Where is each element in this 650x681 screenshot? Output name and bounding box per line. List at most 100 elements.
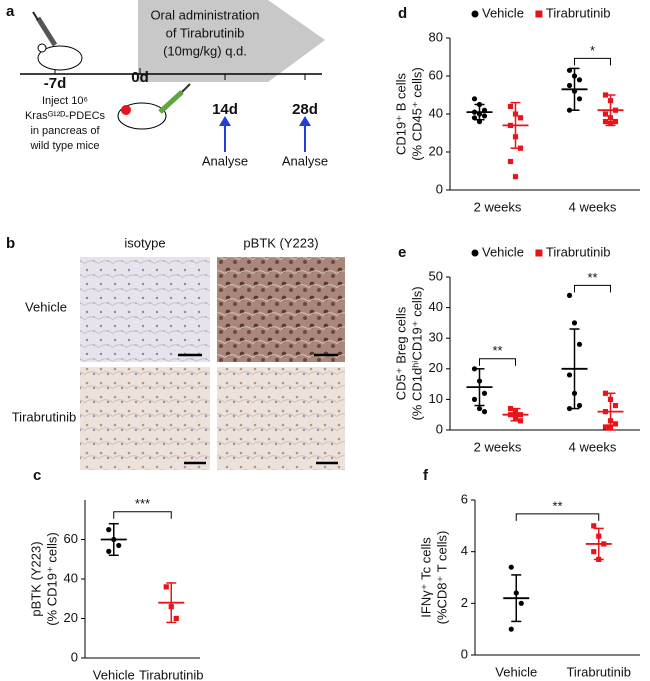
y-tick-label: 30 bbox=[429, 330, 443, 345]
significance-label: *** bbox=[135, 496, 150, 511]
data-point bbox=[518, 600, 524, 606]
significance-label: ** bbox=[587, 270, 597, 285]
x-tick-label: Vehicle bbox=[93, 667, 135, 681]
data-point bbox=[507, 103, 514, 109]
panel-a: a Oral administration of Tirabrutinib (1… bbox=[6, 0, 328, 168]
data-point bbox=[612, 119, 619, 125]
injection-text: in pancreas of bbox=[30, 125, 100, 137]
y-tick-label: 60 bbox=[429, 67, 443, 82]
y-tick-label: 20 bbox=[64, 610, 78, 625]
data-point bbox=[163, 584, 169, 590]
timepoint: 0d bbox=[131, 69, 149, 86]
data-point bbox=[481, 113, 488, 119]
legend-marker bbox=[535, 249, 543, 257]
data-point bbox=[602, 424, 609, 430]
injection-text: Krasᴳ¹²ᴰ-PDECs bbox=[25, 110, 106, 122]
significance-bracket bbox=[479, 358, 516, 366]
row-label: Tirabrutinib bbox=[12, 409, 77, 424]
significance-bracket bbox=[574, 284, 611, 293]
treatment-arrow bbox=[138, 0, 325, 82]
significance-label: * bbox=[590, 43, 595, 58]
y-tick-label: 40 bbox=[64, 570, 78, 585]
mouse-icon bbox=[117, 83, 191, 130]
y-tick-label: 0 bbox=[436, 421, 443, 436]
panel-label: c bbox=[33, 467, 41, 484]
analysis-text: Analyse bbox=[282, 153, 328, 168]
data-point bbox=[576, 77, 583, 83]
y-tick-label: 80 bbox=[429, 29, 443, 44]
data-point bbox=[106, 527, 112, 533]
legend-label: Vehicle bbox=[482, 244, 524, 259]
data-point bbox=[476, 405, 483, 412]
data-point bbox=[571, 320, 578, 326]
data-point bbox=[576, 96, 583, 102]
data-point bbox=[612, 421, 619, 427]
timepoint: 28d bbox=[292, 101, 318, 118]
data-point bbox=[471, 396, 478, 402]
treatment-text: of Tirabrutinib bbox=[166, 25, 245, 40]
y-axis-label: (% CD1dʰⁱCD19⁺ cells) bbox=[409, 286, 424, 420]
column-label: pBTK (Y223) bbox=[243, 235, 318, 250]
y-axis-label: (% CD19⁺ cells) bbox=[44, 532, 59, 626]
data-point bbox=[566, 292, 573, 298]
x-tick-label: 2 weeks bbox=[474, 199, 522, 214]
data-point bbox=[116, 542, 122, 549]
data-point bbox=[481, 390, 488, 396]
panel-label: e bbox=[398, 244, 406, 261]
row-label: Vehicle bbox=[25, 299, 67, 314]
data-point bbox=[173, 615, 179, 622]
column-label: isotype bbox=[124, 235, 165, 250]
significance-bracket bbox=[113, 511, 172, 519]
x-tick-label: Vehicle bbox=[495, 664, 537, 679]
y-axis-label: IFNγ⁺ Tc cells bbox=[418, 537, 433, 618]
data-point bbox=[602, 119, 609, 125]
legend-marker bbox=[471, 249, 479, 257]
analysis-arrowhead bbox=[299, 116, 311, 126]
y-axis-label: (%CD8⁺ T cells) bbox=[434, 531, 449, 625]
y-tick-label: 0 bbox=[461, 646, 468, 661]
data-point bbox=[512, 174, 519, 180]
data-point bbox=[576, 402, 583, 409]
y-axis-label: CD19⁺ B cells bbox=[393, 73, 408, 155]
y-tick-label: 4 bbox=[461, 543, 468, 558]
y-tick-label: 40 bbox=[429, 299, 443, 314]
timepoint: 14d bbox=[212, 101, 238, 118]
significance-label: ** bbox=[552, 498, 562, 513]
panel-label: f bbox=[423, 467, 429, 484]
micrograph bbox=[80, 257, 210, 362]
significance-label: ** bbox=[492, 343, 502, 358]
y-tick-label: 20 bbox=[429, 143, 443, 158]
y-tick-label: 2 bbox=[461, 595, 468, 610]
x-tick-label: 2 weeks bbox=[474, 439, 522, 454]
x-tick-label: 4 weeks bbox=[569, 439, 617, 454]
micrograph bbox=[217, 257, 345, 362]
data-point bbox=[612, 402, 619, 409]
panel-label: b bbox=[6, 235, 15, 252]
data-point bbox=[517, 115, 524, 121]
y-axis-label: (% CD45⁺ cells) bbox=[409, 67, 424, 161]
treatment-text: (10mg/kg) q.d. bbox=[163, 43, 247, 58]
panel-b: b isotype pBTK (Y223) Vehicle Tirabrutin… bbox=[6, 235, 345, 470]
mouse-icon bbox=[32, 11, 83, 71]
data-point bbox=[576, 341, 583, 347]
panel-label: d bbox=[398, 5, 407, 22]
legend-marker bbox=[471, 10, 479, 18]
y-axis-label: CD5⁺ Breg cells bbox=[393, 306, 408, 400]
x-tick-label: Tirabrutinib bbox=[566, 664, 631, 679]
y-tick-label: 20 bbox=[429, 360, 443, 375]
panel-label: a bbox=[6, 3, 15, 20]
data-point bbox=[106, 548, 112, 554]
data-point bbox=[602, 111, 609, 117]
y-tick-label: 50 bbox=[429, 268, 443, 283]
data-point bbox=[591, 523, 597, 529]
y-tick-label: 40 bbox=[429, 105, 443, 120]
y-tick-label: 0 bbox=[71, 649, 78, 664]
y-tick-label: 60 bbox=[64, 531, 78, 546]
data-point bbox=[508, 626, 514, 632]
legend-label: Tirabrutinib bbox=[546, 5, 611, 20]
y-tick-label: 10 bbox=[429, 391, 443, 406]
data-point bbox=[507, 158, 514, 165]
injection-text: wild type mice bbox=[29, 140, 99, 152]
micrograph bbox=[217, 367, 345, 470]
